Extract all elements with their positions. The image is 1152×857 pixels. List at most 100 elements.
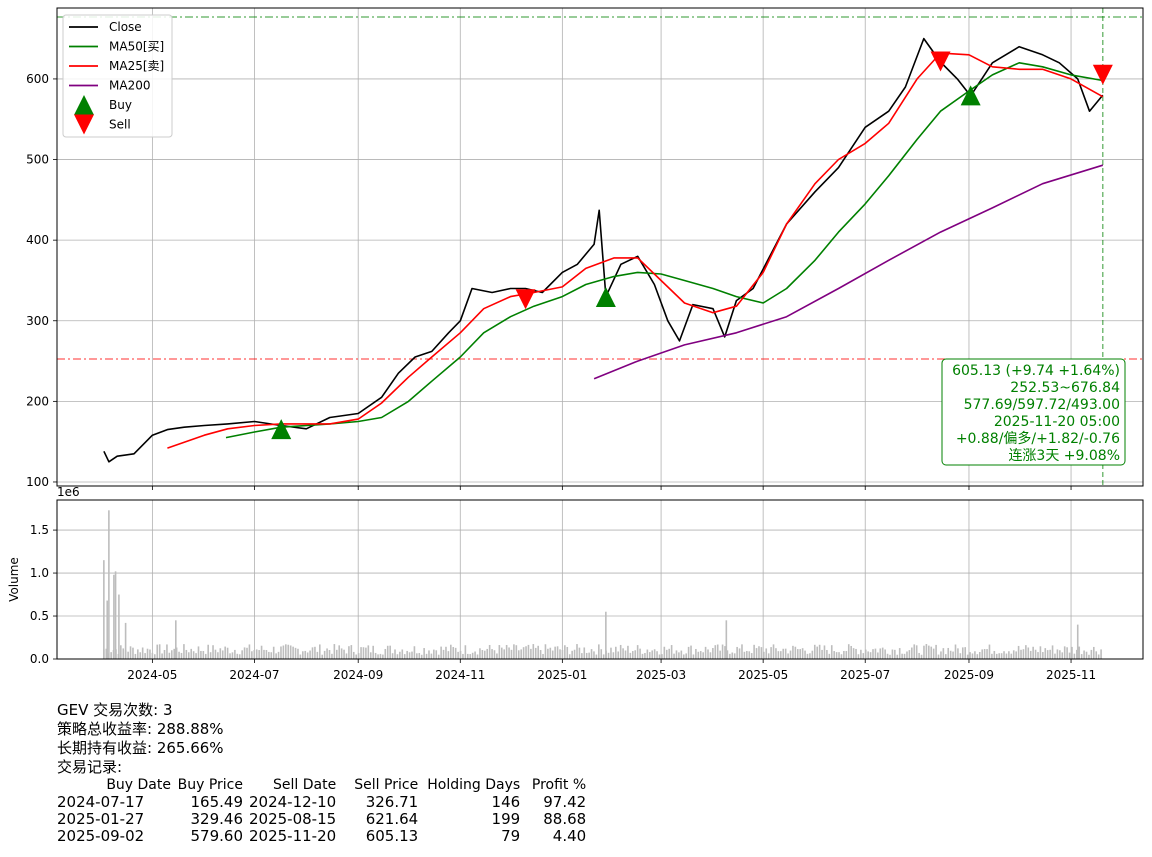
volume-bar — [932, 648, 935, 659]
volume-bar — [748, 651, 751, 659]
volume-bar — [314, 646, 316, 659]
trade-log-cell: 2025-01-27 — [57, 810, 145, 828]
volume-bar — [894, 649, 896, 659]
trade-log-table: Buy Date Buy Price Sell Date Sell Price … — [57, 777, 586, 845]
volume-bar — [105, 648, 108, 659]
volume-bar — [231, 652, 234, 659]
volume-bar — [920, 654, 923, 659]
info-box-line: 连涨3天 +9.08% — [1008, 448, 1120, 464]
volume-bar — [821, 649, 823, 659]
volume-bar — [634, 650, 637, 659]
price-tick-label-y: 300 — [26, 314, 49, 328]
volume-bar — [197, 646, 200, 659]
volume-bar — [857, 654, 860, 659]
col-holding-days: Holding Days — [427, 777, 521, 793]
volume-bar — [554, 646, 556, 659]
sell-marker — [515, 289, 536, 310]
volume-bar — [593, 651, 595, 659]
volume-bar — [646, 649, 649, 659]
volume-bar — [221, 650, 224, 659]
volume-bar — [913, 644, 916, 659]
volume-bar — [799, 649, 802, 659]
volume-bar — [656, 651, 658, 659]
volume-bar — [399, 651, 401, 659]
volume-bar — [401, 649, 404, 659]
volume-bar — [777, 651, 780, 659]
volume-bar — [602, 654, 605, 659]
volume-bar — [435, 650, 438, 659]
volume-bar — [644, 653, 646, 659]
volume-bar — [568, 654, 571, 659]
volume-bar — [280, 646, 282, 659]
series-line-close — [103, 37, 1104, 463]
trade-log-cell: 146 — [491, 793, 521, 811]
volume-bar — [961, 647, 964, 659]
trade-log-cell: 2025-11-20 — [249, 827, 337, 845]
volume-bar — [692, 654, 695, 659]
legend-box — [62, 14, 173, 138]
volume-bar — [716, 644, 719, 659]
volume-bar — [268, 651, 270, 659]
series-line-ma50 — [225, 61, 1103, 439]
volume-bar — [493, 650, 496, 659]
trade-log-cell: 2024-07-17 — [57, 793, 145, 811]
volume-bar — [423, 648, 425, 659]
volume-bar — [1054, 653, 1056, 659]
volume-bar — [983, 649, 986, 659]
volume-bar — [158, 644, 161, 659]
volume-bar — [1073, 653, 1076, 659]
volume-bar — [784, 648, 787, 659]
volume-bar — [576, 644, 578, 659]
volume-bar — [1010, 653, 1013, 659]
volume-bar — [243, 647, 246, 659]
volume-bar — [530, 648, 532, 659]
volume-bar — [202, 650, 205, 659]
volume-bar — [467, 653, 469, 659]
volume-bar — [704, 646, 707, 659]
volume-bar — [483, 650, 486, 659]
volume-bar — [862, 653, 865, 659]
volume-bar — [624, 650, 627, 659]
volume-bar — [309, 650, 311, 659]
volume-bar — [896, 654, 899, 659]
volume-bar — [908, 650, 911, 659]
volume-axis-label: Volume — [7, 557, 21, 602]
volume-bar — [651, 650, 654, 659]
volume-bar — [760, 647, 763, 659]
volume-bar — [682, 654, 685, 659]
volume-bar — [175, 620, 177, 659]
volume-bar — [930, 646, 933, 659]
volume-bar — [258, 650, 260, 659]
volume-bar — [1020, 649, 1022, 659]
price-tick-label-y: 400 — [26, 233, 49, 247]
volume-bar — [627, 645, 629, 659]
volume-bar — [272, 646, 275, 659]
volume-bar — [217, 652, 219, 659]
volume-bar — [1027, 647, 1030, 659]
volume-bar — [108, 510, 110, 659]
volume-bar — [1056, 649, 1059, 659]
volume-bar — [1061, 652, 1064, 659]
volume-bar — [995, 653, 998, 659]
volume-bar — [629, 652, 632, 659]
volume-bar — [246, 647, 248, 659]
volume-bar — [209, 652, 212, 659]
volume-bar — [898, 648, 901, 659]
chart: 100 200 300 400 500 600 Close MA50[买] MA25[卖] MA2… — [7, 7, 1144, 682]
volume-bar — [137, 649, 139, 659]
volume-bar — [260, 645, 263, 659]
sell-marker — [1092, 64, 1113, 85]
volume-bar — [503, 649, 506, 659]
volume-bar — [134, 653, 137, 659]
volume-bar — [675, 650, 678, 659]
volume-bar — [297, 648, 299, 659]
volume-bar — [103, 560, 105, 659]
volume-bar — [809, 653, 811, 659]
legend-label: Sell — [109, 118, 131, 132]
volume-bar — [323, 650, 326, 659]
volume-bar — [386, 645, 389, 659]
trade-log-cell: 329.46 — [190, 810, 244, 828]
volume-bar — [306, 652, 309, 659]
volume-bar — [721, 644, 724, 659]
volume-bar — [450, 644, 452, 659]
